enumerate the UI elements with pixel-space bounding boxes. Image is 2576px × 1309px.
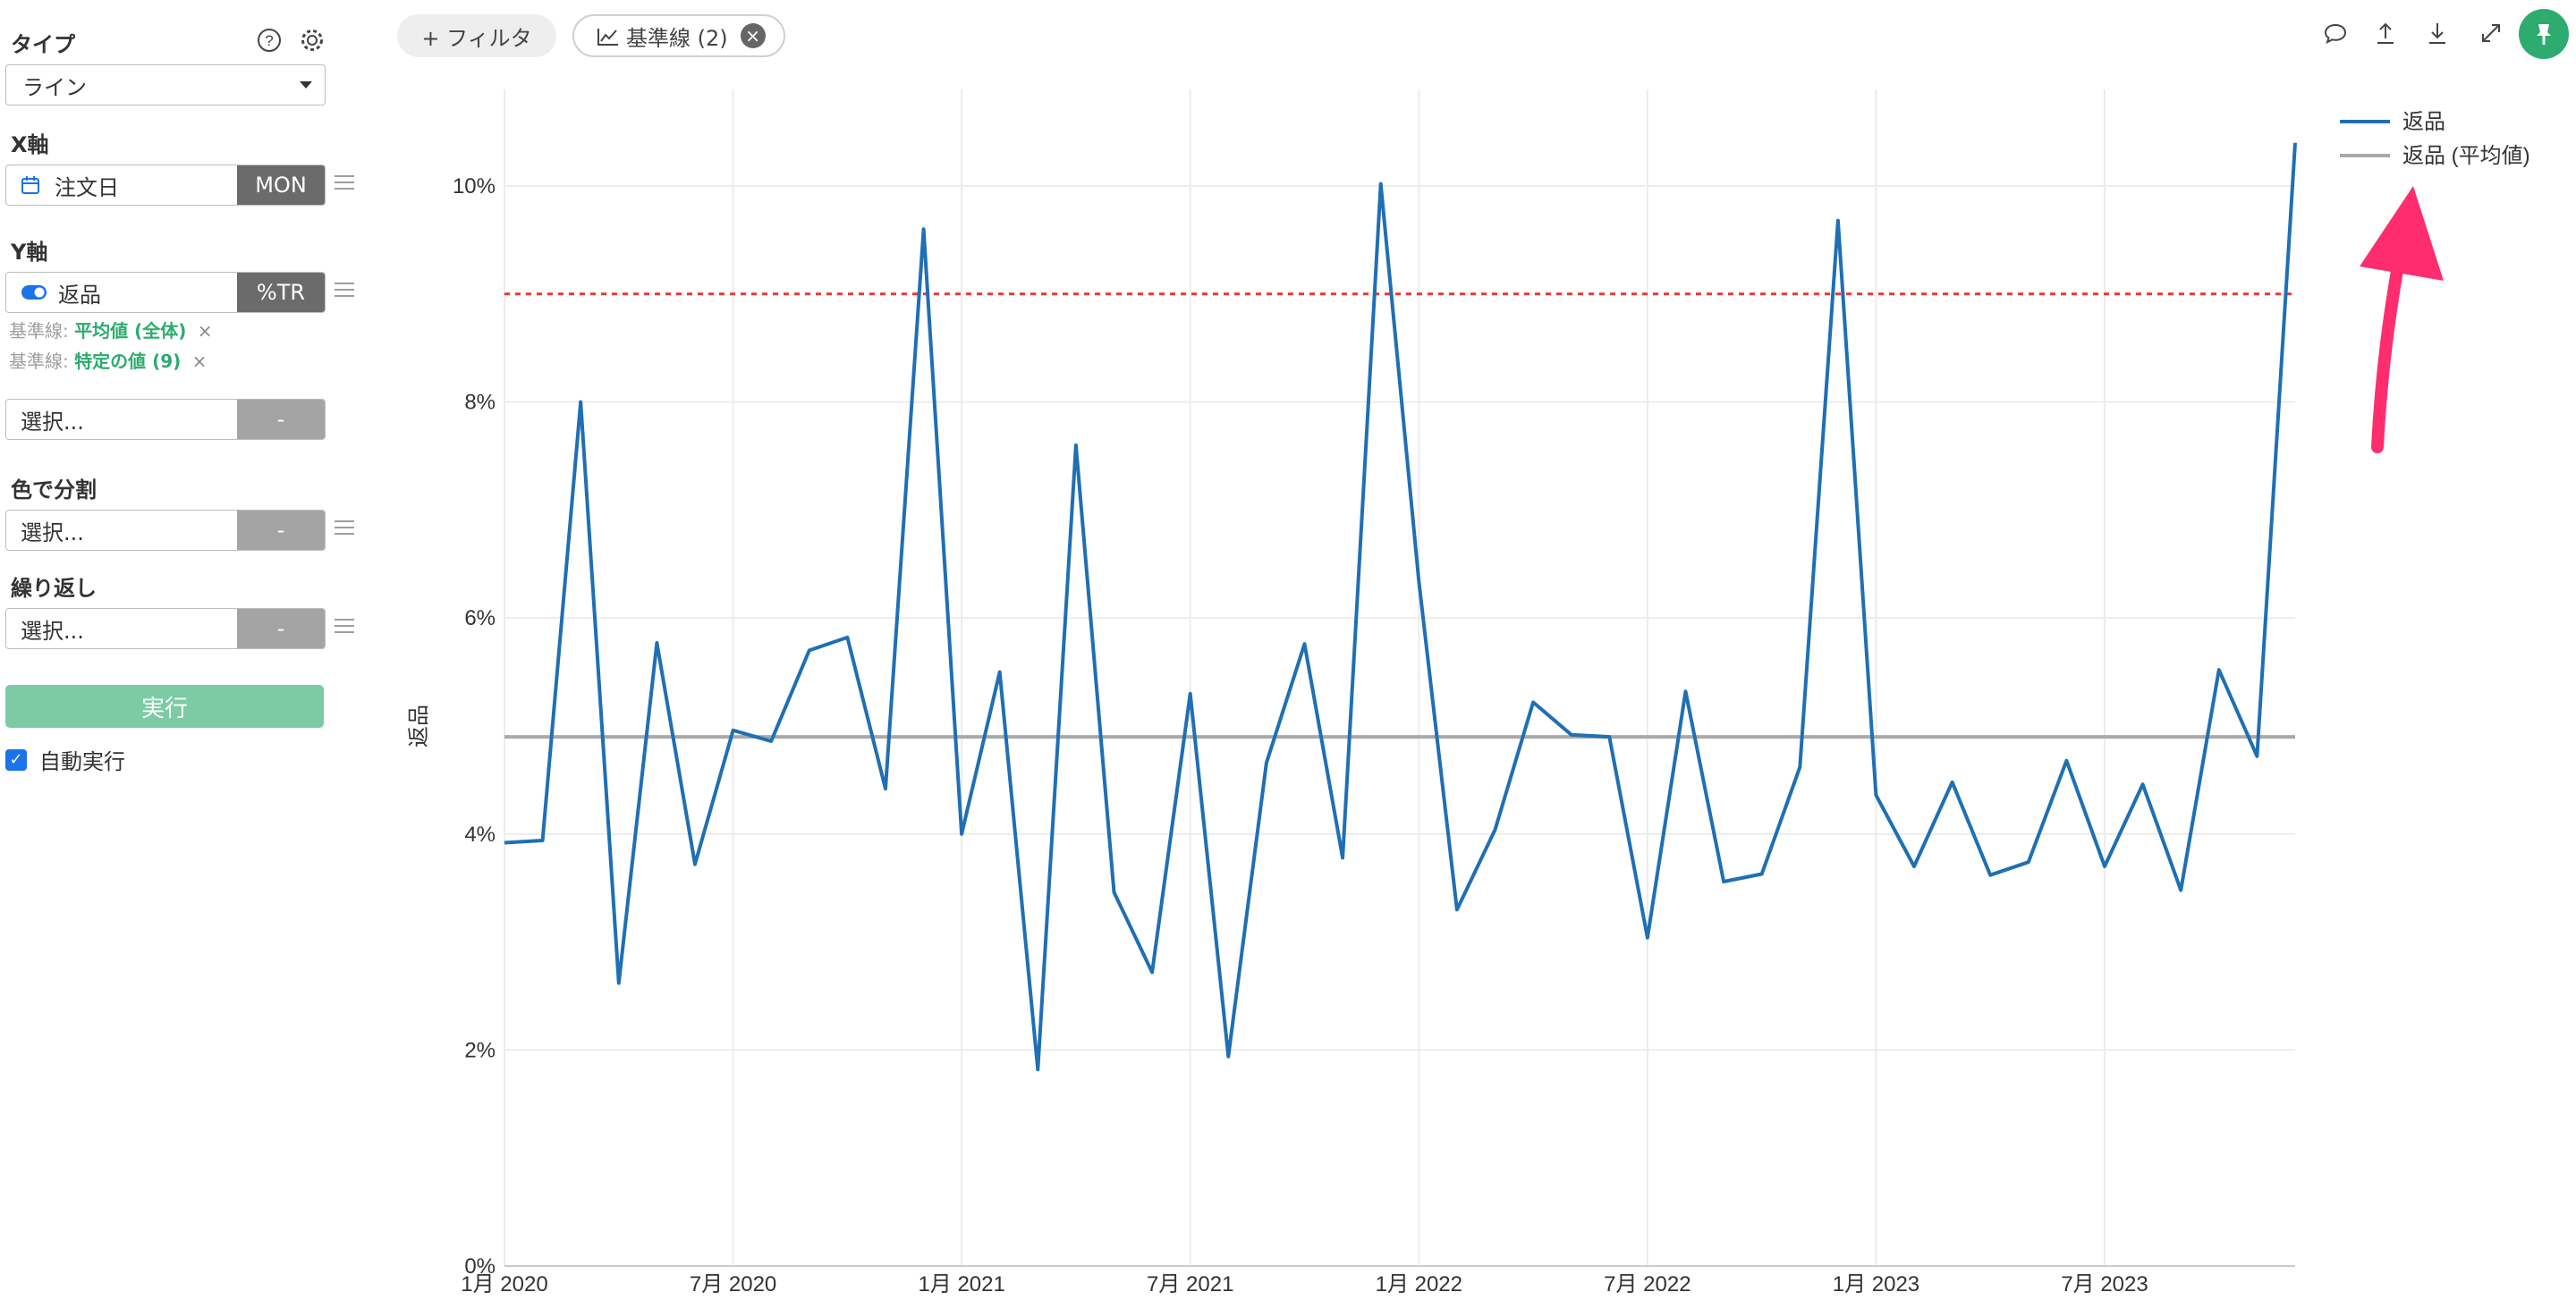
y-axis-menu-icon[interactable] bbox=[335, 283, 354, 300]
repeat-menu-icon[interactable] bbox=[335, 619, 354, 637]
ref-line-prefix: 基準線: bbox=[9, 320, 69, 342]
x-tick-label: 1月 2020 bbox=[461, 1272, 547, 1296]
x-axis-menu-icon[interactable] bbox=[335, 175, 354, 193]
y-axis-aggregation[interactable]: %TR bbox=[237, 273, 325, 312]
chart-grid bbox=[504, 89, 2295, 1267]
repeat-placeholder: 選択... bbox=[21, 618, 84, 644]
y-tick-label: 8% bbox=[464, 391, 496, 415]
x-tick-label: 7月 2022 bbox=[1604, 1272, 1690, 1296]
y-tick-label: 0% bbox=[464, 1254, 496, 1279]
reference-line-chip[interactable]: 基準線 (2) × bbox=[572, 14, 785, 57]
type-label: タイプ bbox=[11, 32, 75, 57]
ref-line-average: 基準線: 平均値 (全体) × bbox=[9, 317, 212, 342]
data-series bbox=[504, 142, 2297, 1072]
toggle-icon bbox=[21, 285, 47, 300]
y-tick-label: 4% bbox=[464, 823, 496, 847]
x-tick-label: 1月 2022 bbox=[1376, 1272, 1462, 1296]
legend-label: 返品 (平均値) bbox=[2402, 144, 2530, 168]
x-axis: 1月 2020 7月 2020 1月 2021 7月 2021 1月 2022 7月 20… bbox=[461, 1272, 2148, 1296]
x-tick-label: 1月 2021 bbox=[918, 1272, 1004, 1296]
color-split-label: 色で分割 bbox=[11, 477, 97, 502]
calendar-icon bbox=[21, 176, 39, 194]
expand-icon[interactable] bbox=[2476, 18, 2506, 48]
ref-line-prefix: 基準線: bbox=[9, 350, 69, 372]
line-chart-icon bbox=[597, 29, 618, 46]
help-icon[interactable]: ? bbox=[256, 27, 283, 54]
auto-run-label: 自動実行 bbox=[39, 749, 125, 774]
close-icon[interactable]: × bbox=[740, 23, 766, 48]
download-icon[interactable] bbox=[2422, 18, 2453, 48]
color-split-aggregation[interactable]: - bbox=[237, 511, 325, 550]
x-axis-label: X軸 bbox=[11, 132, 49, 157]
color-split-field[interactable]: 選択... - bbox=[5, 510, 326, 551]
chart-type-select[interactable]: ライン bbox=[5, 64, 326, 106]
repeat-label: 繰り返し bbox=[11, 576, 97, 601]
color-split-menu-icon[interactable] bbox=[335, 520, 354, 538]
chart-type-value: ライン bbox=[22, 74, 87, 100]
ref-line-specific: 基準線: 特定の値 (9) × bbox=[9, 347, 207, 373]
pin-button[interactable] bbox=[2519, 9, 2569, 59]
x-axis-field-name: 注文日 bbox=[55, 174, 119, 200]
svg-text:?: ? bbox=[265, 32, 273, 49]
x-tick-label: 7月 2023 bbox=[2061, 1272, 2148, 1296]
x-axis-field[interactable]: 注文日 MON bbox=[5, 165, 326, 206]
extra-field[interactable]: 選択... - bbox=[5, 399, 326, 440]
y-tick-label: 6% bbox=[464, 606, 496, 630]
x-tick-label: 7月 2021 bbox=[1147, 1272, 1233, 1296]
pin-icon bbox=[2537, 24, 2551, 45]
x-axis-aggregation[interactable]: MON bbox=[237, 165, 325, 205]
chevron-down-icon bbox=[300, 81, 312, 89]
gear-icon[interactable] bbox=[299, 27, 326, 54]
reference-lines bbox=[504, 292, 2295, 739]
y-tick-label: 2% bbox=[464, 1038, 496, 1062]
ref-line-value[interactable]: 特定の値 (9) bbox=[74, 350, 182, 372]
y-axis-field-name: 返品 bbox=[58, 282, 101, 308]
close-icon[interactable]: × bbox=[191, 350, 208, 372]
ref-line-value[interactable]: 平均値 (全体) bbox=[74, 320, 187, 342]
repeat-aggregation[interactable]: - bbox=[237, 609, 325, 648]
repeat-field[interactable]: 選択... - bbox=[5, 608, 326, 649]
add-filter-label: + フィルタ bbox=[421, 25, 532, 51]
x-tick-label: 7月 2020 bbox=[690, 1272, 776, 1296]
upload-icon[interactable] bbox=[2370, 18, 2401, 48]
y-axis-title: 返品 bbox=[406, 705, 431, 747]
y-tick-label: 10% bbox=[453, 174, 496, 198]
legend-label: 返品 bbox=[2402, 110, 2445, 134]
line-chart: 0% 2% 4% 6% 8% 10% 1月 2020 7月 2020 1月 2021 7月 20… bbox=[406, 89, 2530, 1296]
comment-icon[interactable] bbox=[2320, 18, 2351, 48]
y-axis-field[interactable]: 返品 %TR bbox=[5, 272, 326, 313]
auto-run-checkbox[interactable]: ✓ bbox=[5, 748, 27, 771]
color-split-placeholder: 選択... bbox=[21, 519, 84, 545]
run-button[interactable]: 実行 bbox=[5, 685, 324, 728]
close-icon[interactable]: × bbox=[197, 320, 213, 342]
y-axis: 0% 2% 4% 6% 8% 10% bbox=[453, 174, 496, 1279]
arrow-head bbox=[2360, 186, 2444, 281]
annotation-arrow bbox=[2360, 186, 2444, 453]
reference-line-chip-label: 基準線 (2) bbox=[626, 25, 728, 51]
y-axis-label: Y軸 bbox=[11, 240, 48, 265]
add-filter-button[interactable]: + フィルタ bbox=[397, 14, 556, 57]
extra-field-placeholder: 選択... bbox=[21, 409, 84, 435]
config-panel: タイプ ? ライン X軸 注文日 MON Y軸 返品 %TR 基準線: 平均値 … bbox=[0, 0, 358, 1309]
auto-run-option[interactable]: ✓ 自動実行 bbox=[5, 744, 125, 775]
series-line bbox=[504, 142, 2297, 1072]
x-tick-label: 1月 2023 bbox=[1833, 1272, 1919, 1296]
extra-field-aggregation[interactable]: - bbox=[237, 400, 325, 439]
